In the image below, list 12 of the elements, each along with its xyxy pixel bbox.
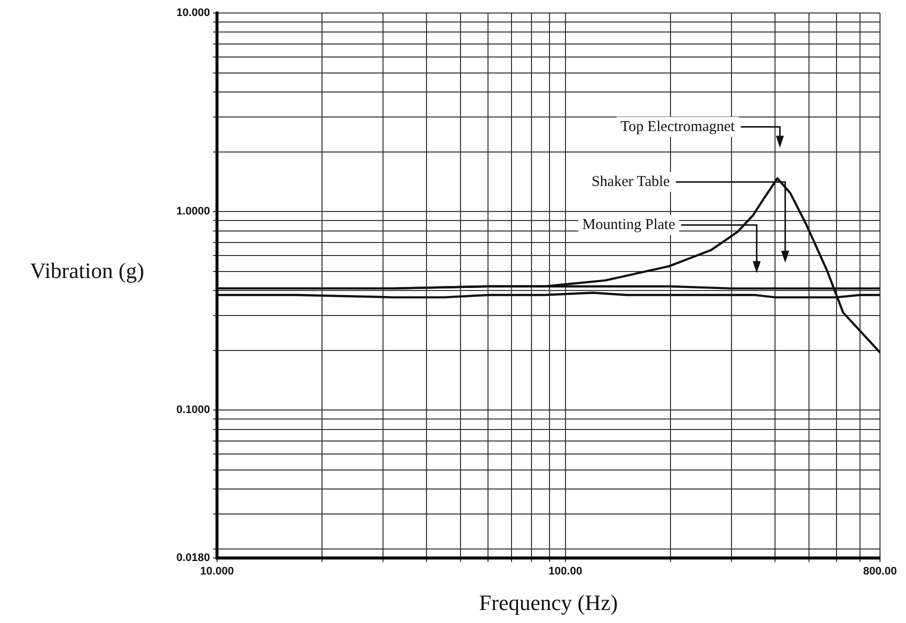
x-tick-label: 100.00 [548, 566, 582, 578]
annotation: Mounting Plate [582, 216, 676, 233]
x-tick-label: 800.00 [863, 566, 897, 578]
y-axis-title: Vibration (g) [30, 258, 144, 283]
x-tick-label: 10.000 [200, 566, 234, 578]
y-tick-label: 10.000 [176, 7, 210, 20]
y-tick-label: 0.1000 [176, 404, 210, 416]
y-tick-label: 1.0000 [176, 206, 210, 218]
annotation: Top Electromagnet [620, 118, 736, 135]
x-axis-title: Frequency (Hz) [479, 590, 618, 615]
y-tick-label: 0.0180 [176, 552, 210, 564]
annotation: Shaker Table [592, 174, 670, 190]
